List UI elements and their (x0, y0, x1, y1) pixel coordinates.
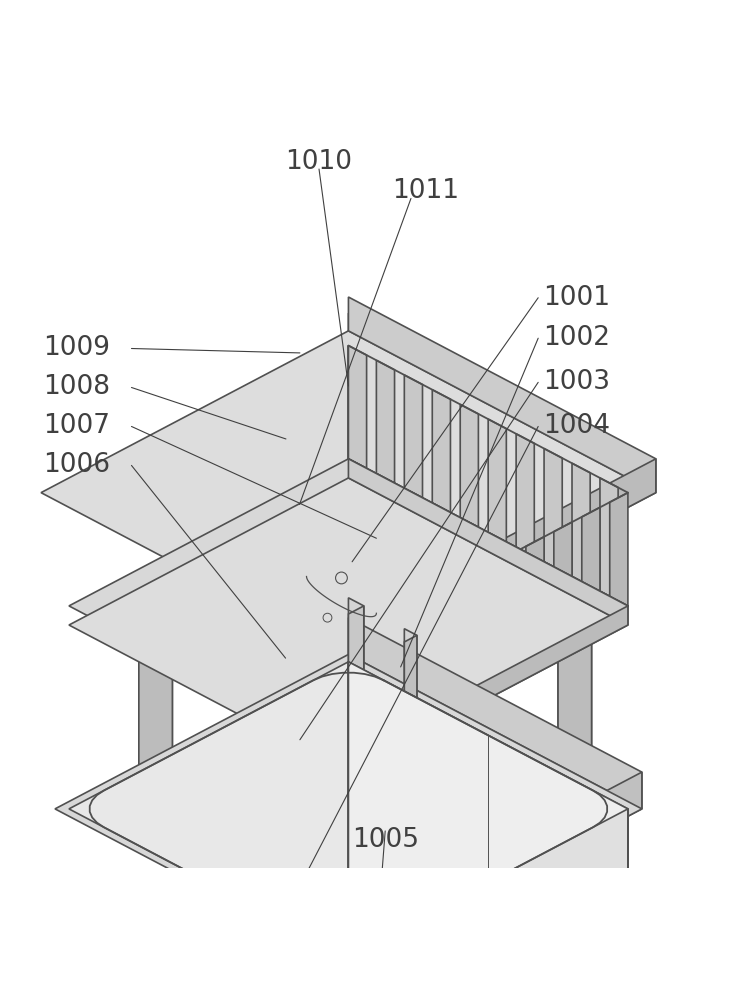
Polygon shape (139, 348, 558, 569)
Polygon shape (348, 606, 628, 772)
Polygon shape (558, 625, 591, 790)
Polygon shape (139, 607, 173, 772)
Polygon shape (348, 598, 364, 794)
Polygon shape (405, 629, 417, 813)
Polygon shape (526, 537, 544, 660)
Text: 1001: 1001 (543, 285, 611, 311)
Text: 1009: 1009 (43, 335, 110, 361)
Polygon shape (488, 419, 506, 542)
Polygon shape (558, 607, 591, 772)
Polygon shape (405, 375, 422, 498)
Text: 1002: 1002 (543, 325, 611, 351)
Polygon shape (386, 610, 405, 733)
Polygon shape (348, 718, 382, 882)
Polygon shape (348, 772, 642, 963)
Polygon shape (498, 551, 516, 674)
Polygon shape (348, 343, 410, 424)
Polygon shape (69, 662, 628, 956)
Polygon shape (348, 297, 656, 493)
Polygon shape (348, 735, 382, 900)
Polygon shape (69, 478, 628, 772)
Text: 1010: 1010 (285, 149, 353, 175)
Polygon shape (572, 463, 590, 586)
Polygon shape (55, 654, 642, 963)
Polygon shape (41, 331, 656, 654)
Text: 1003: 1003 (543, 369, 611, 395)
Polygon shape (610, 493, 628, 615)
Polygon shape (348, 459, 656, 654)
Text: 1008: 1008 (43, 374, 110, 400)
Polygon shape (348, 459, 628, 625)
Text: 1006: 1006 (43, 452, 110, 478)
Polygon shape (348, 515, 382, 679)
Polygon shape (442, 581, 460, 704)
Polygon shape (348, 618, 642, 809)
Polygon shape (358, 625, 376, 748)
Polygon shape (348, 313, 558, 459)
Polygon shape (287, 391, 410, 456)
Polygon shape (554, 522, 572, 645)
Polygon shape (470, 566, 488, 689)
Polygon shape (69, 459, 628, 753)
Polygon shape (348, 606, 364, 802)
Polygon shape (348, 424, 558, 569)
Text: 1011: 1011 (392, 178, 459, 204)
Polygon shape (348, 497, 382, 662)
Text: 1004: 1004 (543, 413, 611, 439)
Polygon shape (139, 625, 173, 790)
Polygon shape (348, 662, 628, 1000)
Polygon shape (460, 404, 479, 527)
Polygon shape (600, 478, 618, 601)
Polygon shape (348, 375, 410, 456)
Polygon shape (582, 507, 600, 630)
Polygon shape (414, 596, 432, 718)
Polygon shape (405, 635, 417, 820)
Polygon shape (516, 434, 534, 557)
Polygon shape (432, 390, 451, 513)
Polygon shape (348, 346, 367, 468)
Text: 1005: 1005 (352, 827, 419, 853)
Text: 1007: 1007 (43, 413, 110, 439)
Polygon shape (544, 449, 562, 571)
Polygon shape (348, 809, 628, 1000)
Polygon shape (376, 360, 394, 483)
